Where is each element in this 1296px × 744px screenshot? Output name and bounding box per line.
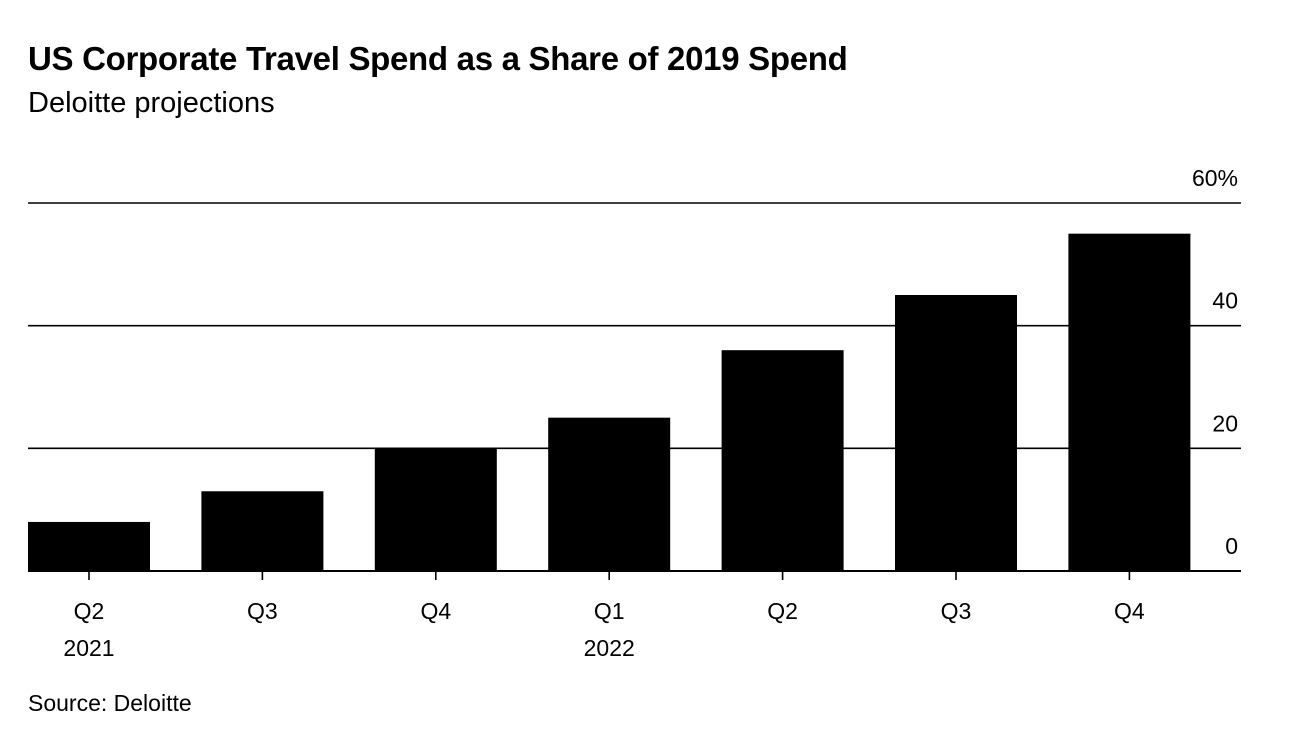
x-year-label: 2021 — [63, 635, 114, 661]
x-tick-label: Q4 — [420, 598, 451, 624]
bars — [28, 233, 1191, 571]
bar — [1068, 233, 1191, 571]
x-year-label: 2022 — [584, 635, 635, 661]
x-tick-label: Q3 — [247, 598, 278, 624]
x-axis-tick-labels: Q2 2021 Q3 Q4 Q1 2022 Q2 Q3 Q4 — [63, 571, 1145, 661]
x-tick-label: Q2 — [767, 598, 798, 624]
bar — [201, 491, 324, 571]
bar — [548, 417, 671, 571]
bar — [721, 350, 844, 571]
y-axis-tick-labels: 0 20 40 60% — [1192, 165, 1238, 559]
x-tick-label: Q1 — [594, 598, 625, 624]
y-tick-label: 20 — [1212, 410, 1238, 436]
y-tick-label: 0 — [1225, 533, 1238, 559]
x-tick-label: Q4 — [1114, 598, 1145, 624]
x-tick-label: Q2 — [74, 598, 105, 624]
x-tick-label: Q3 — [941, 598, 972, 624]
bar — [28, 521, 150, 571]
source-note: Source: Deloitte — [28, 690, 192, 716]
y-tick-label: 60% — [1192, 165, 1238, 191]
chart-title: US Corporate Travel Spend as a Share of … — [28, 40, 848, 77]
chart-subtitle: Deloitte projections — [28, 87, 275, 119]
bar — [895, 295, 1017, 571]
bar — [374, 448, 497, 571]
y-tick-label: 40 — [1212, 288, 1238, 314]
